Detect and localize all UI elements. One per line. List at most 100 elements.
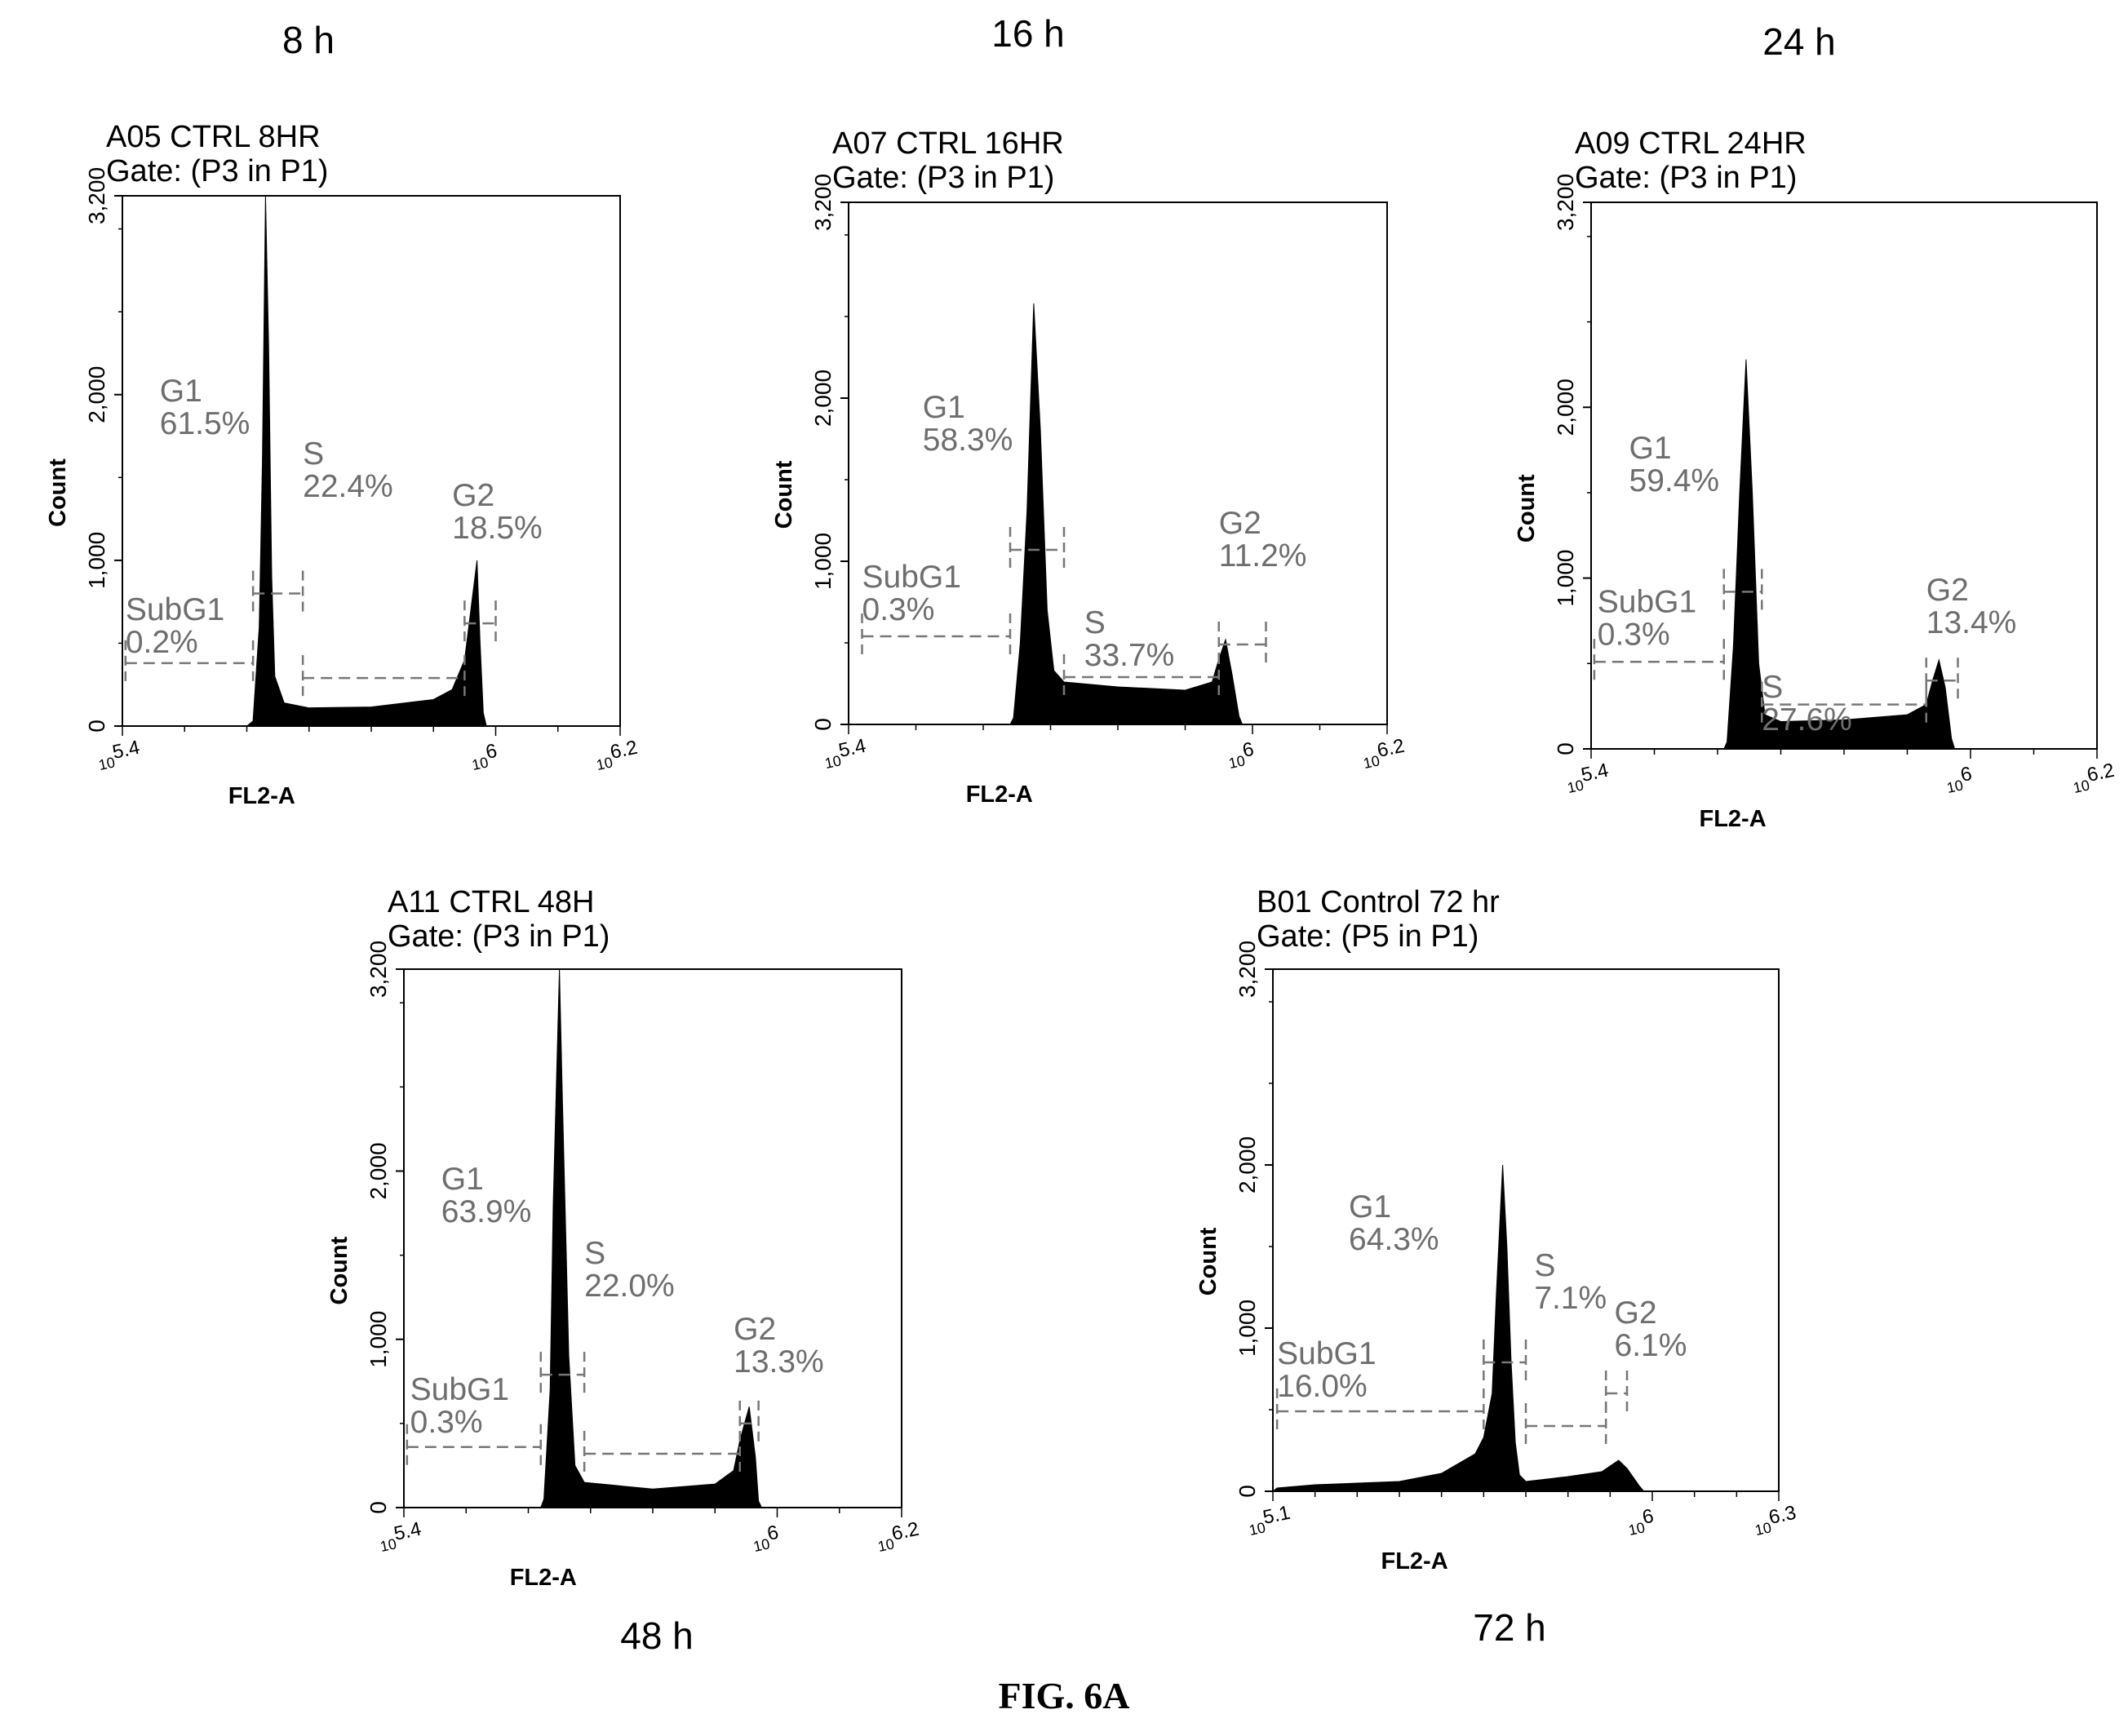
x-tick-exponent: 6 — [484, 740, 499, 764]
gate-label-g1: G1 — [1349, 1189, 1391, 1224]
time-label-8h: 8 h — [282, 19, 335, 61]
x-tick-exponent: 6 — [765, 1521, 781, 1545]
x-tick-base: 10 — [470, 754, 490, 773]
gate-value-s: 33.7% — [1084, 638, 1175, 673]
x-tick-label: 106 — [751, 1521, 781, 1555]
gate-label-g2: G2 — [452, 478, 494, 513]
x-axis-label: FL2-A — [966, 782, 1033, 808]
x-tick-base: 10 — [876, 1535, 896, 1555]
y-tick-label: 3,200 — [1235, 941, 1260, 998]
y-tick-label: 1,000 — [1235, 1300, 1260, 1357]
x-tick-base: 10 — [1945, 777, 1965, 796]
time-label-72h: 72 h — [1473, 1606, 1546, 1649]
gate-label-s: S — [1534, 1248, 1555, 1283]
x-tick-base: 10 — [595, 754, 614, 773]
gate-value-g1: 58.3% — [923, 423, 1013, 458]
histogram-panel-24h: A09 CTRL 24HR Gate: (P3 in P1) 0 1,000 2,000… — [1469, 121, 2121, 847]
gate-value-g1: 64.3% — [1349, 1222, 1439, 1257]
x-tick-exponent: 5.4 — [836, 735, 867, 762]
y-axis-label: Count — [1195, 1227, 1221, 1295]
gate-value-g1: 61.5% — [160, 406, 250, 441]
x-tick-label: 106 — [1227, 738, 1256, 772]
y-tick-label: 2,000 — [1553, 379, 1578, 436]
chart-subtitle: Gate: (P3 in P1) — [832, 161, 1054, 195]
y-tick-label: 0 — [1235, 1485, 1260, 1498]
gate-value-g2: 18.5% — [452, 511, 543, 546]
x-tick-exponent: 6.2 — [608, 737, 639, 764]
y-tick-label: 0 — [84, 720, 109, 733]
gate-label-s: S — [584, 1236, 605, 1271]
gate-label-g1: G1 — [441, 1162, 484, 1197]
gate-label-g2: G2 — [734, 1312, 776, 1347]
gate-label-subg1: SubG1 — [1598, 585, 1696, 620]
y-tick-label: 1,000 — [810, 533, 836, 590]
gate-value-s: 27.6% — [1762, 702, 1852, 737]
x-tick-label: 106 — [470, 740, 499, 773]
y-tick-label: 0 — [810, 718, 836, 731]
gate-label-s: S — [303, 436, 324, 472]
x-tick-base: 10 — [1248, 1519, 1267, 1539]
gate-label-subg1: SubG1 — [126, 592, 224, 627]
x-tick-exponent: 6.3 — [1767, 1502, 1798, 1529]
chart-subtitle: Gate: (P5 in P1) — [1257, 919, 1479, 954]
gate-label-s: S — [1084, 605, 1106, 640]
chart-title: A07 CTRL 16HR — [832, 126, 1064, 161]
x-tick-label: 105.4 — [379, 1518, 423, 1555]
gate-label-s: S — [1762, 670, 1783, 705]
x-axis-label: FL2-A — [1700, 806, 1767, 832]
x-tick-label: 106 — [1627, 1505, 1656, 1539]
y-axis-label: Count — [45, 458, 71, 527]
x-tick-label: 105.4 — [1566, 760, 1611, 796]
y-tick-label: 2,000 — [810, 370, 836, 427]
x-tick-exponent: 6.2 — [1375, 735, 1406, 762]
x-tick-base: 10 — [1753, 1519, 1773, 1539]
gate-label-subg1: SubG1 — [1277, 1336, 1376, 1371]
x-axis-label: FL2-A — [1381, 1548, 1448, 1574]
x-tick-label: 106.3 — [1753, 1502, 1798, 1539]
time-label-24h: 24 h — [1762, 20, 1836, 63]
x-tick-base: 10 — [751, 1535, 771, 1555]
gate-label-g1: G1 — [1629, 431, 1672, 466]
y-tick-label: 0 — [366, 1501, 391, 1514]
x-tick-label: 106.2 — [1362, 735, 1407, 772]
time-label-48h: 48 h — [620, 1614, 694, 1657]
x-tick-exponent: 6.2 — [889, 1518, 920, 1545]
gate-value-g2: 13.3% — [734, 1344, 824, 1380]
y-tick-label: 3,200 — [810, 174, 836, 231]
x-tick-label: 106.2 — [2072, 760, 2117, 796]
gate-label-g1: G1 — [923, 390, 965, 425]
y-tick-label: 2,000 — [366, 1142, 391, 1199]
chart-title: A09 CTRL 24HR — [1575, 126, 1807, 161]
histogram-area — [849, 303, 1387, 725]
y-tick-label: 3,200 — [84, 167, 109, 224]
gate-label-g1: G1 — [160, 374, 202, 409]
histogram-area — [122, 195, 620, 727]
gate-value-g1: 59.4% — [1629, 463, 1720, 498]
x-tick-label: 106 — [1945, 763, 1974, 796]
x-tick-label: 105.4 — [97, 737, 142, 773]
x-tick-exponent: 5.4 — [110, 737, 141, 764]
x-tick-label: 105.1 — [1248, 1502, 1292, 1539]
x-tick-exponent: 6 — [1958, 763, 1974, 786]
x-tick-exponent: 5.4 — [1579, 760, 1610, 786]
y-axis-label: Count — [771, 460, 797, 529]
y-tick-label: 2,000 — [84, 366, 109, 423]
histogram-panel-48h: A11 CTRL 48H Gate: (P3 in P1) 0 1,000 2,000 3… — [302, 879, 955, 1591]
histogram-panel-16h: A07 CTRL 16HR Gate: (P3 in P1) 0 1,000 2,000… — [726, 121, 1428, 822]
y-tick-label: 2,000 — [1235, 1136, 1260, 1194]
histogram-area — [1591, 359, 2097, 750]
x-tick-label: 105.4 — [823, 735, 868, 772]
x-tick-base: 10 — [97, 754, 117, 773]
time-label-16h: 16 h — [991, 12, 1065, 55]
chart-subtitle: Gate: (P3 in P1) — [106, 154, 328, 188]
y-axis-label: Count — [1514, 474, 1540, 542]
y-tick-label: 3,200 — [366, 941, 391, 998]
gate-label-g2: G2 — [1615, 1295, 1657, 1331]
gate-value-g2: 11.2% — [1219, 538, 1307, 574]
gate-label-subg1: SubG1 — [410, 1372, 509, 1407]
gate-value-subg1: 0.2% — [126, 625, 198, 660]
